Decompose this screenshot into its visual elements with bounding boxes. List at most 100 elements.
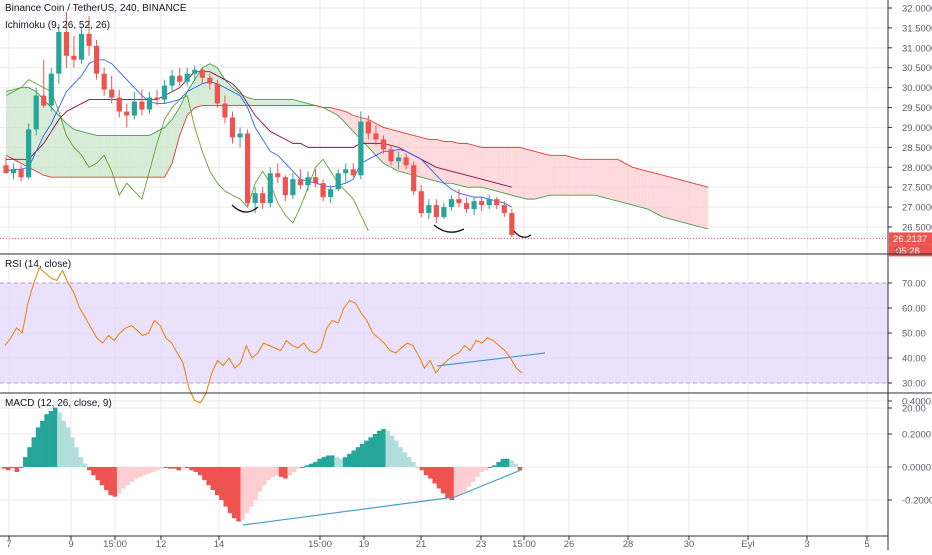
time-tick-label: 26 [564, 539, 575, 550]
symbol-title: Binance Coin / TetherUS, 240, BINANCE [5, 3, 187, 14]
macd-bar [44, 414, 49, 467]
macd-bar [278, 467, 284, 477]
rsi-trendline [436, 352, 546, 367]
macd-bar [381, 429, 386, 467]
cloud-segment [542, 153, 550, 198]
macd-bar [504, 458, 510, 467]
cloud-segment [504, 147, 512, 196]
macd-bar [121, 467, 126, 489]
cloud-segment [587, 159, 595, 196]
cloud-segment [670, 177, 678, 222]
cloud-segment [270, 99, 278, 106]
macd-bar [185, 467, 190, 468]
macd-bar [189, 467, 194, 471]
candle-body [252, 193, 258, 204]
macd-bar [27, 447, 32, 467]
price-tick-label: 30.0000 [902, 83, 932, 94]
macd-bar [138, 467, 143, 477]
cloud-segment [247, 97, 256, 106]
candle-body [229, 117, 236, 138]
macd-bar [172, 467, 177, 469]
macd-bar [52, 407, 58, 467]
candle-body [433, 205, 439, 218]
macd-bar [91, 467, 96, 476]
cloud-segment [43, 99, 52, 178]
cloud-segment [436, 139, 444, 184]
time-tick-label: 7 [6, 539, 11, 550]
cloud-segment [474, 145, 482, 188]
macd-bar [291, 467, 297, 472]
cloud-segment [255, 99, 263, 106]
rsi-tick-label: 70.00 [902, 279, 926, 290]
macd-bar [287, 467, 293, 476]
candle-body [207, 77, 213, 84]
cloud-segment [330, 107, 339, 116]
time-tick-label: 23 [476, 539, 487, 550]
macd-bar [236, 467, 241, 522]
macd-bar [440, 467, 446, 494]
grid [0, 0, 888, 536]
macd-tick-label: -0.2000 [902, 496, 932, 507]
macd-bar [445, 467, 450, 499]
time-tick-label: 15:00 [103, 539, 127, 550]
macd-legend: MACD (12, 26, close, 9) [5, 398, 112, 409]
macd-bar [355, 447, 361, 467]
macd-bar [411, 462, 416, 467]
cloud-segment [685, 181, 694, 226]
macd-bar [317, 458, 322, 467]
macd-bar [330, 455, 335, 467]
candle-body [456, 199, 462, 204]
macd-bar [1, 467, 7, 469]
candles[interactable] [3, 11, 515, 237]
macd-bar [325, 455, 331, 467]
macd-tick-label: 0.0000 [902, 463, 931, 474]
macd-bar [133, 467, 139, 479]
candle-body [373, 133, 379, 140]
candle-body [335, 173, 341, 190]
macd-bar [313, 462, 318, 467]
macd-bar [18, 467, 24, 468]
candle-body [267, 173, 273, 204]
macd-bar [398, 447, 403, 467]
cloud-segment [496, 147, 505, 194]
macd-bar [308, 463, 314, 467]
macd-bar [82, 463, 88, 467]
macd-bar [95, 467, 101, 481]
cloud-segment [557, 155, 565, 196]
macd-bar [163, 467, 169, 468]
cloud-segment [579, 159, 588, 196]
candle-body [305, 177, 311, 186]
candle-body [501, 205, 507, 214]
candle-body [41, 95, 47, 106]
macd-pane[interactable] [1, 407, 523, 526]
macd-bar [78, 457, 84, 467]
candle-body [18, 169, 24, 178]
price-tick-label: 29.5000 [902, 103, 932, 114]
macd-bar [223, 467, 229, 507]
cloud-segment [89, 133, 97, 178]
price-tick-label: 32.0000 [902, 4, 932, 15]
cloud-segment [617, 159, 626, 204]
cloud-segment [572, 157, 580, 196]
macd-bar [197, 467, 203, 476]
macd-tick-label: 0.4000 [902, 397, 931, 408]
macd-bar [436, 467, 442, 489]
macd-bar [419, 467, 425, 471]
macd-bar [347, 453, 352, 467]
price-tick-label: 30.5000 [902, 63, 932, 74]
macd-bar [338, 458, 344, 467]
senkou-span-a [5, 63, 709, 230]
rsi-pane[interactable] [0, 267, 888, 404]
macd-bar [453, 467, 459, 497]
price-tick-label: 28.0000 [902, 163, 932, 174]
macd-bar [475, 467, 480, 477]
macd-bar [304, 465, 310, 467]
cloud-segment [300, 101, 308, 106]
macd-bar [270, 467, 275, 477]
tenkan-sen [5, 59, 513, 208]
time-tick-label: 30 [684, 539, 695, 550]
candle-body [33, 95, 39, 130]
macd-bar [214, 467, 220, 496]
